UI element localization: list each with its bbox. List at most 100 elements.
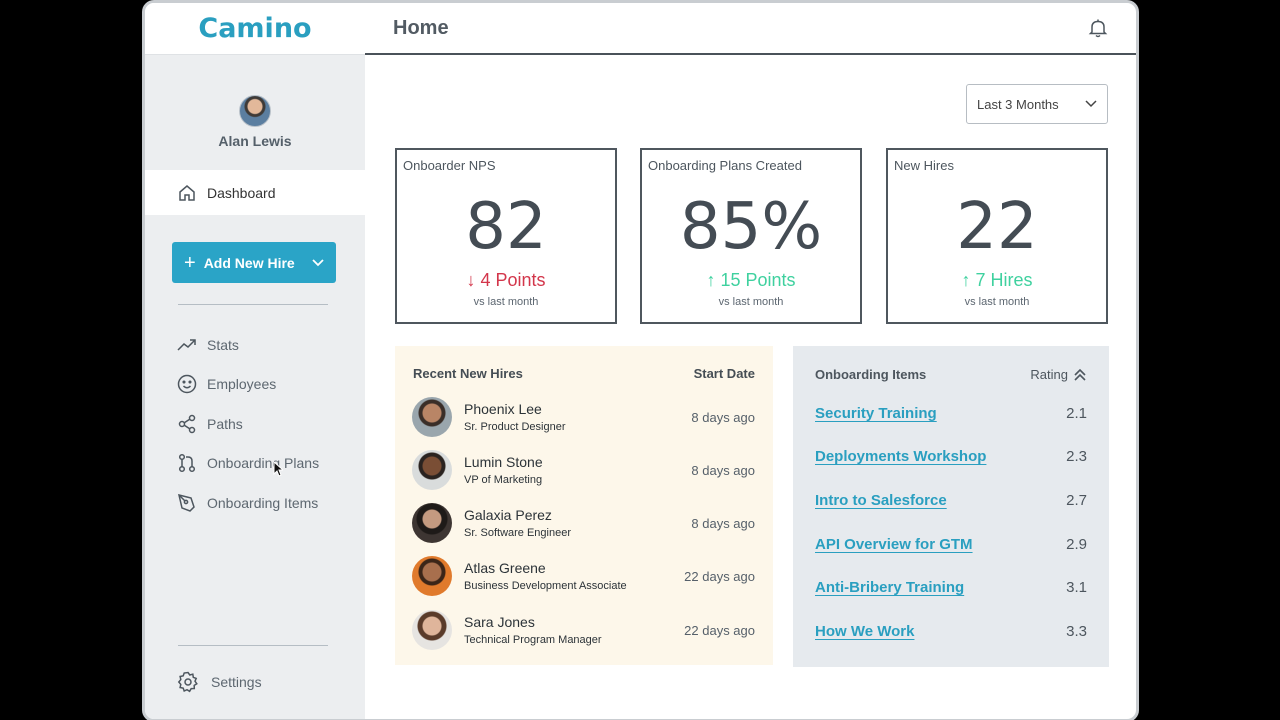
sidebar-item-stats[interactable]: Stats <box>177 325 319 365</box>
hire-row[interactable]: Lumin Stone VP of Marketing 8 days ago <box>412 449 755 491</box>
hire-avatar <box>412 450 452 490</box>
onboarding-item-link[interactable]: Intro to Salesforce <box>815 492 947 509</box>
sidebar-item-employees[interactable]: Employees <box>177 365 319 405</box>
arrow-down-icon: ↓ <box>466 270 481 290</box>
pen-tool-icon <box>177 493 195 512</box>
onboarding-item-link[interactable]: Deployments Workshop <box>815 448 987 465</box>
stat-label: Onboarder NPS <box>403 158 496 173</box>
sidebar-menu: Stats Employees Paths Onboarding Plans O… <box>177 325 319 523</box>
hire-name: Sara Jones <box>464 614 535 630</box>
sidebar-item-label: Dashboard <box>207 184 276 201</box>
stat-label: New Hires <box>894 158 954 173</box>
stat-card-new-hires[interactable]: New Hires 22 ↑ 7 Hires vs last month <box>886 148 1108 324</box>
onboarding-item-row: API Overview for GTM 2.9 <box>815 536 1087 553</box>
sidebar-divider <box>178 645 328 646</box>
chevron-down-icon[interactable] <box>312 258 324 267</box>
hire-role: Technical Program Manager <box>464 634 602 646</box>
hire-avatar <box>412 503 452 543</box>
onboarding-item-rating: 2.9 <box>1066 536 1087 553</box>
onboarding-items-title: Onboarding Items <box>815 367 927 382</box>
stat-label: Onboarding Plans Created <box>648 158 802 173</box>
arrow-up-icon: ↑ <box>961 270 976 290</box>
recent-hires-panel: Recent New Hires Start Date Phoenix Lee S… <box>395 346 773 665</box>
hire-row[interactable]: Galaxia Perez Sr. Software Engineer 8 day… <box>412 502 755 544</box>
camino-logo[interactable]: Camino <box>198 13 312 44</box>
onboarding-item-rating: 3.3 <box>1066 623 1087 640</box>
share-icon <box>178 414 196 433</box>
sidebar-item-label: Employees <box>207 376 277 393</box>
onboarding-item-row: Intro to Salesforce 2.7 <box>815 492 1087 509</box>
onboarding-item-link[interactable]: How We Work <box>815 623 915 640</box>
double-chevron-up-icon <box>1074 368 1086 381</box>
hire-avatar <box>412 397 452 437</box>
onboarding-item-row: How We Work 3.3 <box>815 623 1087 640</box>
user-profile: Alan Lewis <box>145 55 365 170</box>
stat-delta-value: 7 Hires <box>975 270 1033 290</box>
hire-role: Sr. Product Designer <box>464 421 566 433</box>
onboarding-item-row: Security Training 2.1 <box>815 405 1087 422</box>
add-new-hire-label: Add New Hire <box>203 254 295 271</box>
onboarding-item-link[interactable]: Security Training <box>815 405 937 422</box>
recent-hires-title: Recent New Hires <box>413 366 523 381</box>
hire-role: VP of Marketing <box>464 474 543 486</box>
sidebar-item-dashboard[interactable]: Dashboard <box>145 170 365 215</box>
onboarding-item-row: Deployments Workshop 2.3 <box>815 448 1087 465</box>
user-name: Alan Lewis <box>218 133 292 149</box>
hire-date: 22 days ago <box>684 568 755 584</box>
onboarding-item-rating: 3.1 <box>1066 579 1087 596</box>
settings-label: Settings <box>211 674 262 690</box>
sidebar-divider <box>178 304 328 305</box>
date-range-value: Last 3 Months <box>977 96 1059 112</box>
sidebar-item-label: Onboarding Items <box>207 494 319 511</box>
sidebar-item-onboarding-plans[interactable]: Onboarding Plans <box>177 444 319 484</box>
page-title: Home <box>393 16 449 39</box>
hire-avatar <box>412 556 452 596</box>
mouse-cursor-icon <box>273 461 283 477</box>
hire-row[interactable]: Atlas Greene Business Development Associa… <box>412 555 755 597</box>
sidebar-item-settings[interactable]: Settings <box>177 671 262 693</box>
hire-name: Atlas Greene <box>464 560 546 576</box>
sidebar-item-paths[interactable]: Paths <box>177 404 319 444</box>
gear-icon <box>177 671 198 693</box>
onboarding-item-rating: 2.7 <box>1066 492 1087 509</box>
onboarding-items-panel: Onboarding Items Rating Security Trainin… <box>793 346 1109 667</box>
onboarding-item-link[interactable]: Anti-Bribery Training <box>815 579 965 596</box>
onboarding-item-link[interactable]: API Overview for GTM <box>815 536 973 553</box>
rating-sort-header[interactable]: Rating <box>1030 367 1087 382</box>
start-date-header[interactable]: Start Date <box>693 366 755 381</box>
home-icon <box>179 184 195 201</box>
hire-name: Lumin Stone <box>464 454 543 470</box>
stat-subtext: vs last month <box>964 296 1030 308</box>
stat-card-nps[interactable]: Onboarder NPS 82 ↓ 4 Points vs last mont… <box>395 148 617 324</box>
user-avatar[interactable] <box>239 95 271 127</box>
logo-area: Camino <box>145 3 365 55</box>
plus-icon: + <box>184 251 196 274</box>
hire-role: Sr. Software Engineer <box>464 527 572 539</box>
rating-header-label: Rating <box>1030 367 1068 382</box>
trend-icon <box>177 339 196 351</box>
add-new-hire-button[interactable]: + Add New Hire <box>172 242 336 283</box>
stat-card-plans-created[interactable]: Onboarding Plans Created 85% ↑ 15 Points… <box>640 148 862 324</box>
date-range-select[interactable]: Last 3 Months <box>966 84 1108 124</box>
hire-name: Galaxia Perez <box>464 507 552 523</box>
chevron-down-icon <box>1085 100 1097 108</box>
stat-value: 82 <box>465 190 547 264</box>
onboarding-item-row: Anti-Bribery Training 3.1 <box>815 579 1087 596</box>
hire-name: Phoenix Lee <box>464 401 542 417</box>
page-header: Home <box>365 3 1136 55</box>
stat-delta: ↑ 7 Hires <box>888 270 1106 291</box>
bell-icon[interactable] <box>1088 18 1108 38</box>
onboarding-items-header: Onboarding Items Rating <box>793 346 1109 382</box>
sidebar: Camino Alan Lewis Dashboard + Add New Hi… <box>145 3 365 719</box>
hire-date: 8 days ago <box>691 515 755 531</box>
sidebar-item-onboarding-items[interactable]: Onboarding Items <box>177 483 319 523</box>
hire-row[interactable]: Sara Jones Technical Program Manager 22 d… <box>412 609 755 651</box>
smiley-icon <box>177 375 197 394</box>
recent-hires-header: Recent New Hires Start Date <box>395 346 773 381</box>
onboarding-item-rating: 2.1 <box>1066 405 1087 422</box>
stat-value: 22 <box>956 190 1038 264</box>
stat-delta-value: 4 Points <box>480 270 546 290</box>
hire-row[interactable]: Phoenix Lee Sr. Product Designer 8 days a… <box>412 396 755 438</box>
stat-delta: ↑ 15 Points <box>642 270 860 291</box>
stat-delta-value: 15 Points <box>720 270 796 290</box>
